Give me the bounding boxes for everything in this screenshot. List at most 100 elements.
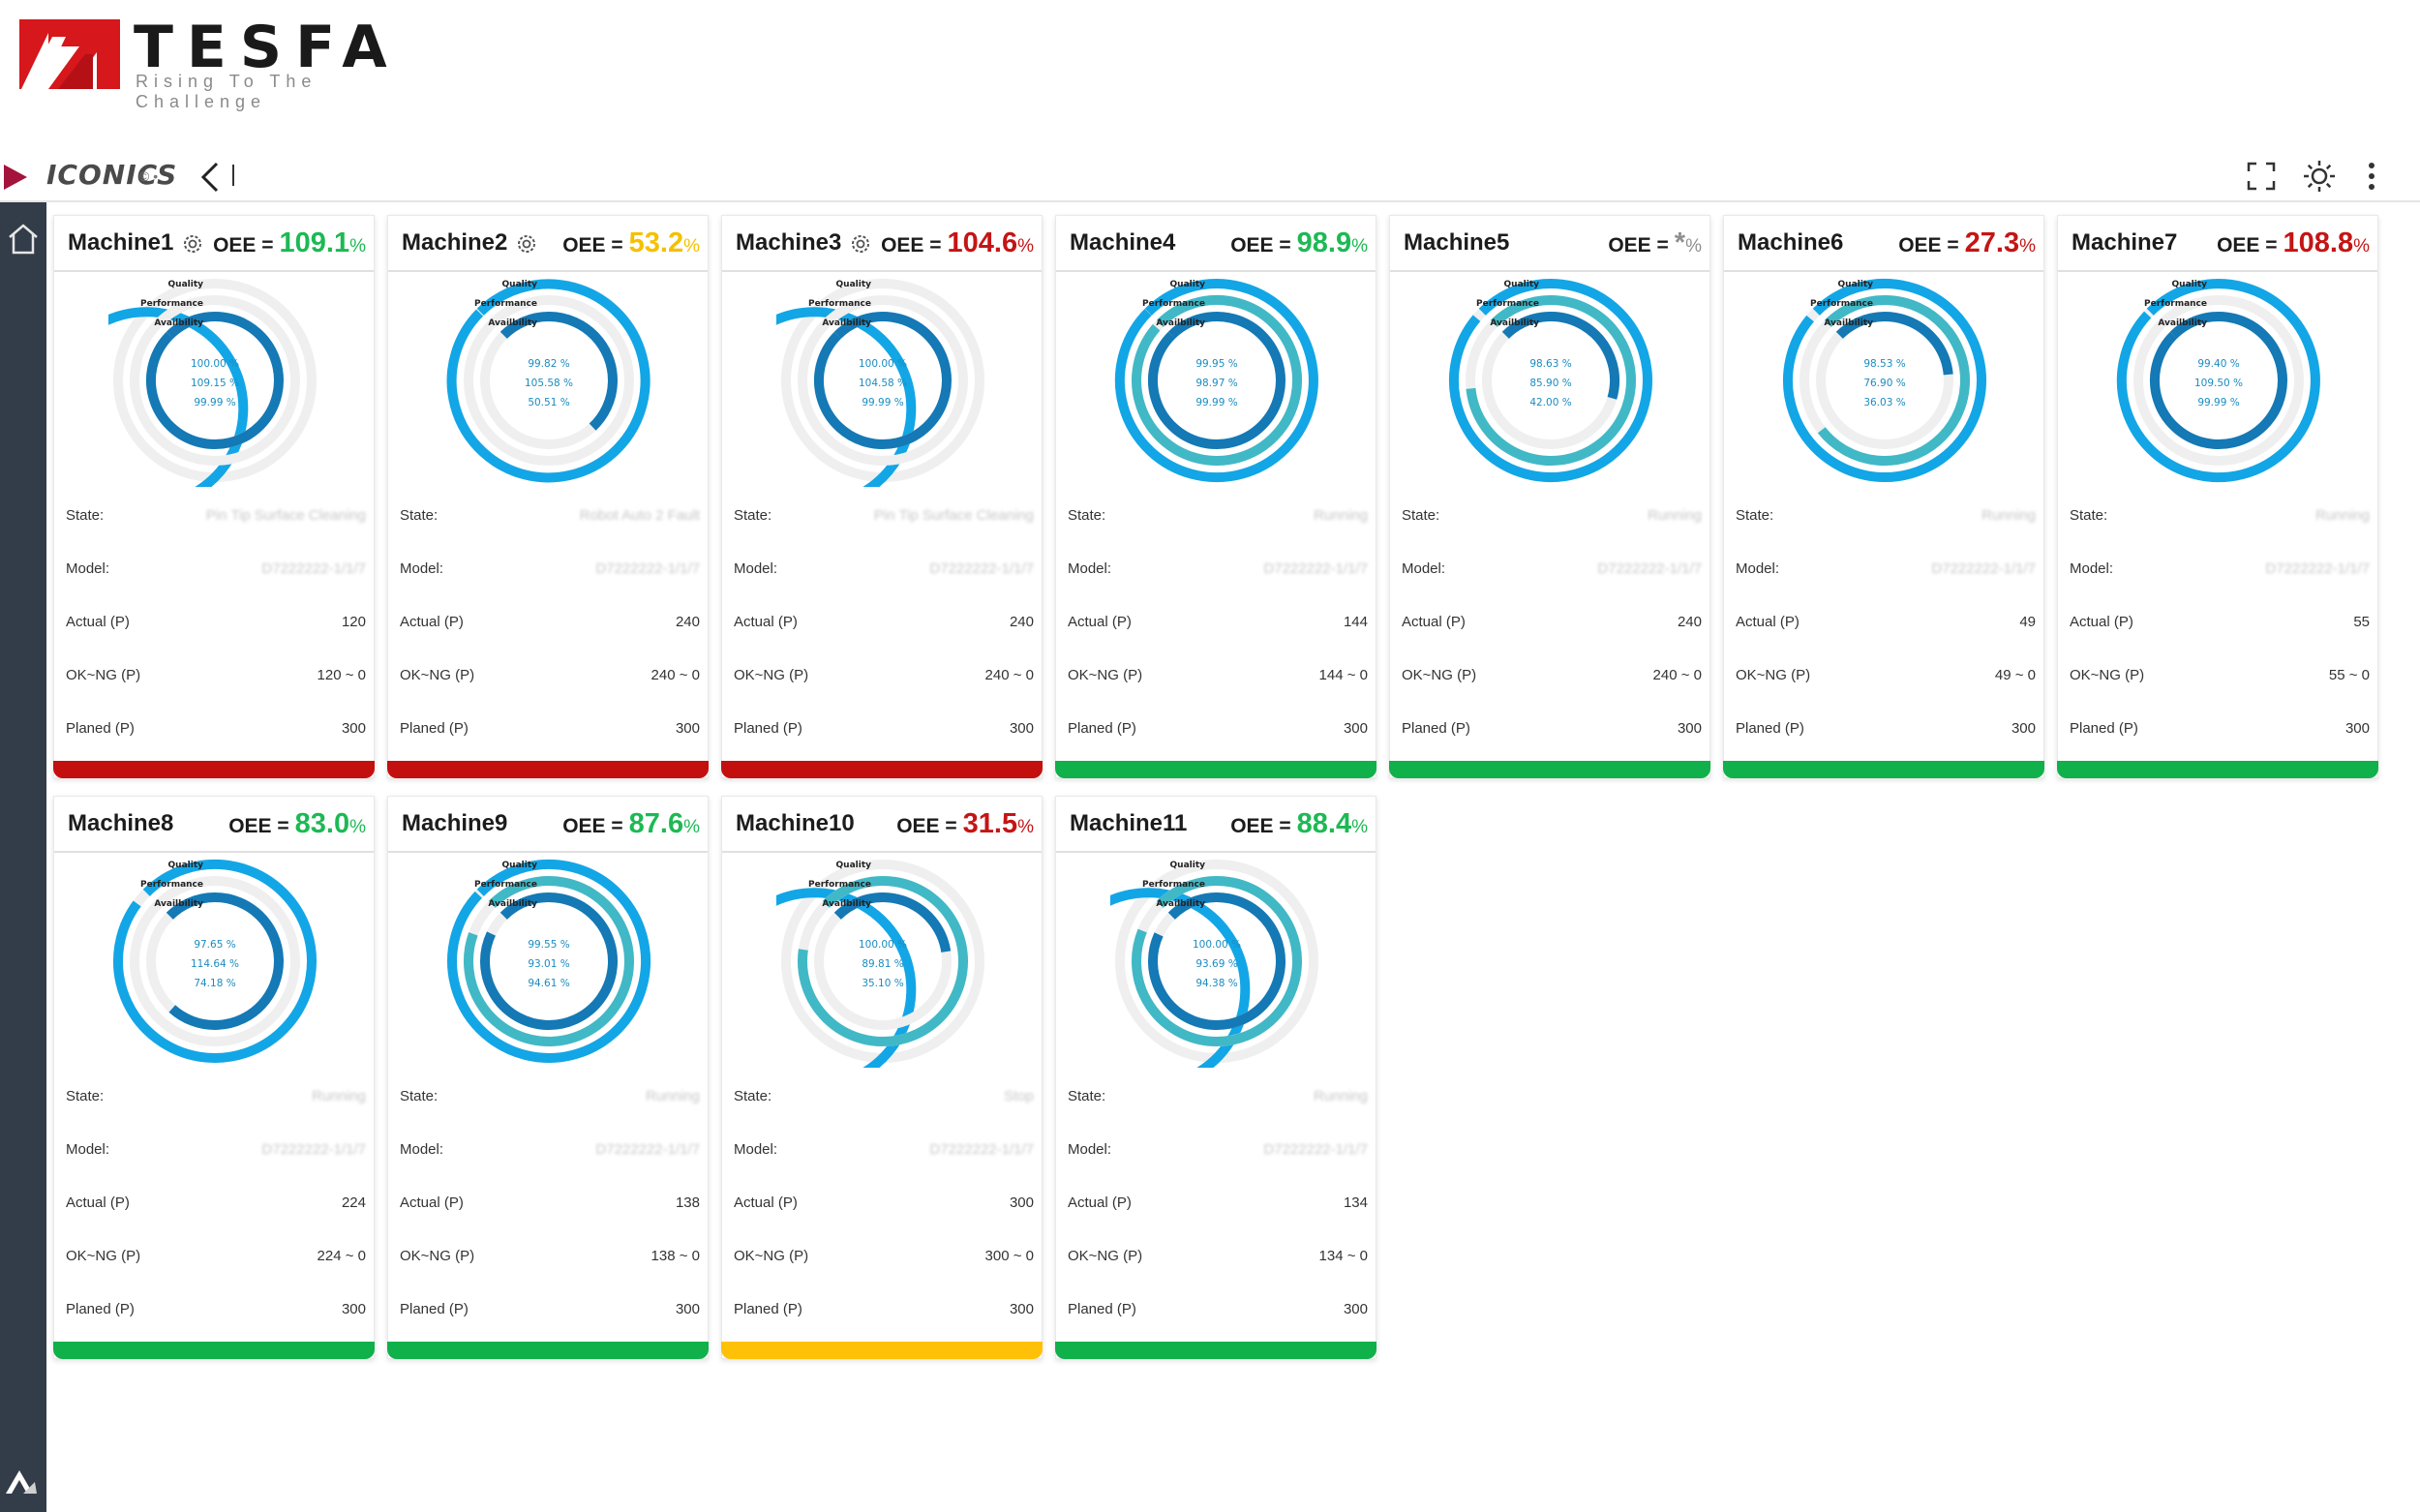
gear-icon[interactable] [514,231,539,257]
machine-card[interactable]: Machine11 OEE = 88.4% Quality Performance Ava… [1055,796,1376,1359]
quality-ring [1449,279,1652,482]
model-label: Model: [66,1141,110,1158]
machine-card[interactable]: Machine2 OEE = 53.2% Quality Performance Avai… [387,215,709,778]
model-row: Model: D7222222-1/1/7 [2070,555,2370,584]
quality-percent: 99.95 % [1195,358,1237,370]
status-bar [387,761,709,778]
availability-percent: 36.03 % [1863,397,1905,408]
planned-row: Planed (P) 300 [734,714,1034,743]
oee-readout: OEE = 109.1% [213,227,366,259]
actual-row: Actual (P) 144 [1068,608,1368,637]
quality-legend-label: Quality [168,861,204,870]
state-row: State: Running [1402,501,1702,530]
ok-ng-row: OK~NG (P) 240 ~ 0 [400,661,700,690]
oee-percent-sign: % [1017,817,1034,837]
state-label: State: [1068,1088,1106,1104]
model-value: D7222222-1/1/7 [261,560,366,577]
brand-header: TESFA Rising To The Challenge [19,14,426,111]
model-label: Model: [1402,560,1446,577]
state-value: Running [646,1088,700,1104]
machine-card[interactable]: Machine9 OEE = 87.6% Quality Performance Avai… [387,796,709,1359]
oee-ring-gauge: Quality Performance Availbility 100.00 % 104… [776,279,984,487]
availability-legend-label: Availbility [822,899,871,909]
oee-percent-sign: % [1685,236,1702,257]
performance-percent: 93.01 % [528,958,569,970]
oee-readout: OEE = 53.2% [562,227,700,259]
planned-value: 300 [1343,720,1368,737]
model-label: Model: [734,560,778,577]
product-logo-icon [6,1470,37,1494]
play-icon[interactable] [4,165,27,190]
availability-ring [1148,312,1286,449]
gear-icon[interactable] [180,231,205,257]
planned-value: 300 [2344,720,2370,737]
performance-legend-label: Performance [1810,299,1873,309]
card-header: Machine8 OEE = 83.0% [54,797,374,853]
performance-track [2133,295,2304,466]
actual-label: Actual (P) [2070,614,2133,630]
machine-name: Machine10 [736,810,855,836]
quality-legend-label: Quality [1838,280,1874,289]
state-row: State: Pin Tip Surface Cleaning [734,501,1034,530]
planned-value: 300 [675,720,700,737]
back-chevron-icon[interactable] [197,161,223,194]
availability-percent: 50.51 % [528,397,569,408]
oee-value: 109.1 [279,227,350,258]
gear-icon[interactable] [848,231,873,257]
quality-ring [113,860,317,1063]
home-icon[interactable] [0,216,46,262]
state-label: State: [1402,507,1440,524]
state-row: State: Running [1736,501,2036,530]
oee-label: OEE = [562,234,623,257]
machine-card[interactable]: Machine8 OEE = 83.0% Quality Performance Avai… [53,796,375,1359]
oee-value: 83.0 [294,808,350,839]
fullscreen-icon[interactable] [2246,161,2277,192]
quality-percent: 100.00 % [859,358,907,370]
state-label: State: [1068,507,1106,524]
oee-readout: OEE = *% [1608,227,1702,259]
machine-card[interactable]: Machine3 OEE = 104.6% Quality Performance Ava… [721,215,1043,778]
ok-ng-label: OK~NG (P) [1068,1248,1143,1264]
brightness-icon[interactable] [2302,159,2337,194]
more-vertical-icon[interactable] [2362,159,2381,194]
machine-card[interactable]: Machine4 OEE = 98.9% Quality Performance Avai… [1055,215,1376,778]
machine-card[interactable]: Machine5 OEE = *% Quality Performance Availbi… [1389,215,1710,778]
ok-ng-value: 240 ~ 0 [1652,667,1702,683]
state-label: State: [734,1088,772,1104]
state-value: Stop [1004,1088,1034,1104]
card-header: Machine10 OEE = 31.5% [722,797,1042,853]
actual-row: Actual (P) 300 [734,1189,1034,1218]
model-row: Model: D7222222-1/1/7 [734,555,1034,584]
performance-legend-label: Performance [474,880,537,890]
machine-card[interactable]: Machine1 OEE = 109.1% Quality Performance Ava… [53,215,375,778]
state-value: Running [312,1088,366,1104]
state-row: State: Pin Tip Surface Cleaning [66,501,366,530]
ok-ng-value: 49 ~ 0 [1994,667,2036,683]
actual-row: Actual (P) 138 [400,1189,700,1218]
planned-value: 300 [1343,1301,1368,1317]
planned-row: Planed (P) 300 [1068,1295,1368,1324]
machine-name: Machine4 [1070,229,1176,256]
oee-label: OEE = [2217,234,2278,257]
status-bar [387,1342,709,1359]
oee-label: OEE = [1230,234,1291,257]
model-row: Model: D7222222-1/1/7 [400,1135,700,1164]
oee-percent-sign: % [2353,236,2370,257]
ok-ng-row: OK~NG (P) 134 ~ 0 [1068,1242,1368,1271]
planned-label: Planed (P) [1402,720,1470,737]
iconics-logo-mark: © • [139,168,159,184]
card-header: Machine5 OEE = *% [1390,216,1709,272]
machine-card[interactable]: Machine10 OEE = 31.5% Quality Performance Ava… [721,796,1043,1359]
machine-card[interactable]: Machine6 OEE = 27.3% Quality Performance Avai… [1723,215,2044,778]
ok-ng-label: OK~NG (P) [1402,667,1477,683]
availability-legend-label: Availbility [822,318,871,328]
actual-label: Actual (P) [734,1194,798,1211]
ok-ng-value: 134 ~ 0 [1318,1248,1368,1264]
availability-legend-label: Availbility [1156,899,1205,909]
state-label: State: [66,1088,105,1104]
quality-ring [446,279,650,483]
actual-value: 300 [1009,1194,1034,1211]
status-bar [53,1342,375,1359]
machine-card[interactable]: Machine7 OEE = 108.8% Quality Performance Ava… [2057,215,2378,778]
actual-label: Actual (P) [66,1194,130,1211]
